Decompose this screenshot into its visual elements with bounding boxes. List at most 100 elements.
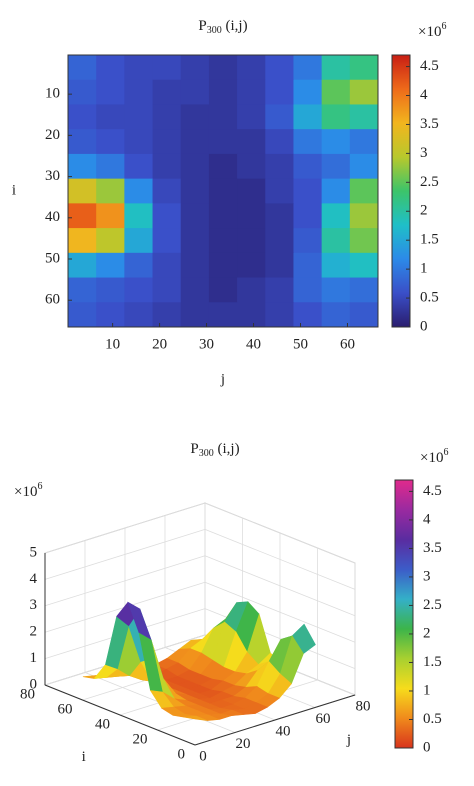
- heatmap-cell: [349, 178, 379, 204]
- multiplier: ×106: [418, 21, 446, 40]
- heatmap-cell: [124, 277, 154, 303]
- heatmap-cell: [152, 178, 182, 204]
- colorbar-tick-label: 4.5: [420, 58, 439, 74]
- heatmap-cell: [152, 79, 182, 105]
- heatmap-cell: [68, 277, 97, 303]
- heatmap-cell: [349, 129, 379, 155]
- heatmap-cell: [68, 302, 97, 328]
- heatmap-cell: [180, 178, 210, 204]
- heatmap-cell: [293, 79, 323, 105]
- heatmap-cell: [208, 129, 238, 155]
- heatmap-cell: [265, 129, 294, 155]
- heatmap-cell: [180, 129, 210, 155]
- colorbar-tick-label: 3: [423, 568, 431, 584]
- heatmap-cell: [293, 252, 323, 279]
- heatmap-cell: [96, 277, 125, 303]
- heatmap-cell: [237, 55, 266, 81]
- multiplier: ×106: [420, 447, 448, 466]
- y-tick-label: 40: [95, 716, 110, 732]
- heatmap-cell: [180, 302, 210, 328]
- heatmap-cell: [237, 252, 266, 279]
- heatmap-cell: [321, 228, 351, 254]
- heatmap-cell: [293, 153, 323, 180]
- heatmap-cell: [180, 228, 210, 254]
- title-rest: (i,j): [222, 18, 248, 34]
- heatmap-cell: [124, 252, 154, 279]
- heatmap-cell: [180, 153, 210, 180]
- heatmap-cell: [96, 178, 125, 204]
- y-tick-label: 80: [20, 686, 35, 702]
- heatmap-cell: [237, 153, 266, 180]
- heatmap-cell: [68, 129, 97, 155]
- colorbar-tick-label: 0.5: [423, 711, 442, 727]
- heatmap-cell: [321, 178, 351, 204]
- y-axis-label: i: [82, 749, 86, 765]
- z-tick-label: 4: [30, 571, 38, 587]
- heatmap-cell: [124, 203, 154, 229]
- heatmap-cell: [124, 129, 154, 155]
- colorbar-tick-label: 3.5: [420, 116, 439, 132]
- heatmap-cell: [349, 153, 379, 180]
- heatmap-cell: [68, 252, 97, 279]
- heatmap-cell: [180, 203, 210, 229]
- heatmap-cell: [321, 79, 351, 105]
- heatmap-cell: [208, 228, 238, 254]
- heatmap-cell: [237, 228, 266, 254]
- heatmap-cell: [180, 79, 210, 105]
- heatmap-cell: [208, 153, 238, 180]
- title-base: P: [190, 441, 198, 457]
- heatmap-cell: [152, 277, 182, 303]
- y-tick-label: 10: [45, 86, 60, 102]
- heatmap-cell: [152, 228, 182, 254]
- colorbar-tick-label: 3.5: [423, 540, 442, 556]
- heatmap-cell: [180, 252, 210, 279]
- heatmap-cell: [124, 55, 154, 81]
- x-axis-label: j: [220, 371, 225, 387]
- heatmap-cell: [293, 228, 323, 254]
- heatmap-cell: [96, 104, 125, 130]
- y-axis-label: i: [12, 182, 16, 198]
- heatmap-cell: [265, 104, 294, 130]
- colorbar-tick-label: 2.5: [420, 174, 439, 190]
- colorbar: [391, 54, 411, 328]
- colorbar-tick-label: 0.5: [420, 290, 439, 306]
- title-rest: (i,j): [214, 441, 240, 457]
- colorbar-tick-label: 0: [420, 318, 428, 334]
- heatmap-cell: [321, 129, 351, 155]
- z-tick-label: 5: [30, 544, 38, 560]
- heatmap-cell: [208, 302, 238, 328]
- x-tick-label: 40: [276, 723, 291, 739]
- heatmap-cell: [68, 203, 97, 229]
- heatmap-cell: [349, 277, 379, 303]
- heatmap-cell: [265, 252, 294, 279]
- heatmap-cell: [68, 55, 97, 81]
- heatmap-cell: [293, 129, 323, 155]
- heatmap-cell: [237, 203, 266, 229]
- x-tick-label: 10: [105, 336, 120, 352]
- heatmap-cell: [96, 55, 125, 81]
- heatmap-cell: [293, 104, 323, 130]
- multiplier-base: ×10: [14, 484, 37, 500]
- colorbar-tick-label: 1.5: [423, 654, 442, 670]
- heatmap-cell: [321, 252, 351, 279]
- heatmap-cell: [96, 153, 125, 180]
- colorbar-tick-label: 1: [423, 682, 431, 698]
- heatmap-cell: [180, 104, 210, 130]
- heatmap-cell: [96, 252, 125, 279]
- x-tick-label: 50: [293, 336, 308, 352]
- z-tick-label: 3: [30, 597, 38, 613]
- z-tick-label: 0: [30, 676, 38, 692]
- heatmap-cell: [124, 79, 154, 105]
- multiplier-base: ×10: [420, 450, 443, 466]
- colorbar-tick-label: 4: [423, 511, 431, 527]
- colorbar-tick-label: 2.5: [423, 597, 442, 613]
- heatmap-cell: [293, 55, 323, 81]
- heatmap-cell: [68, 228, 97, 254]
- heatmap-cell: [152, 55, 182, 81]
- heatmap-cell: [152, 203, 182, 229]
- heatmap-cell: [152, 104, 182, 130]
- x-axis: [194, 694, 356, 746]
- heatmap-cell: [237, 277, 266, 303]
- x-tick-label: 80: [356, 698, 371, 714]
